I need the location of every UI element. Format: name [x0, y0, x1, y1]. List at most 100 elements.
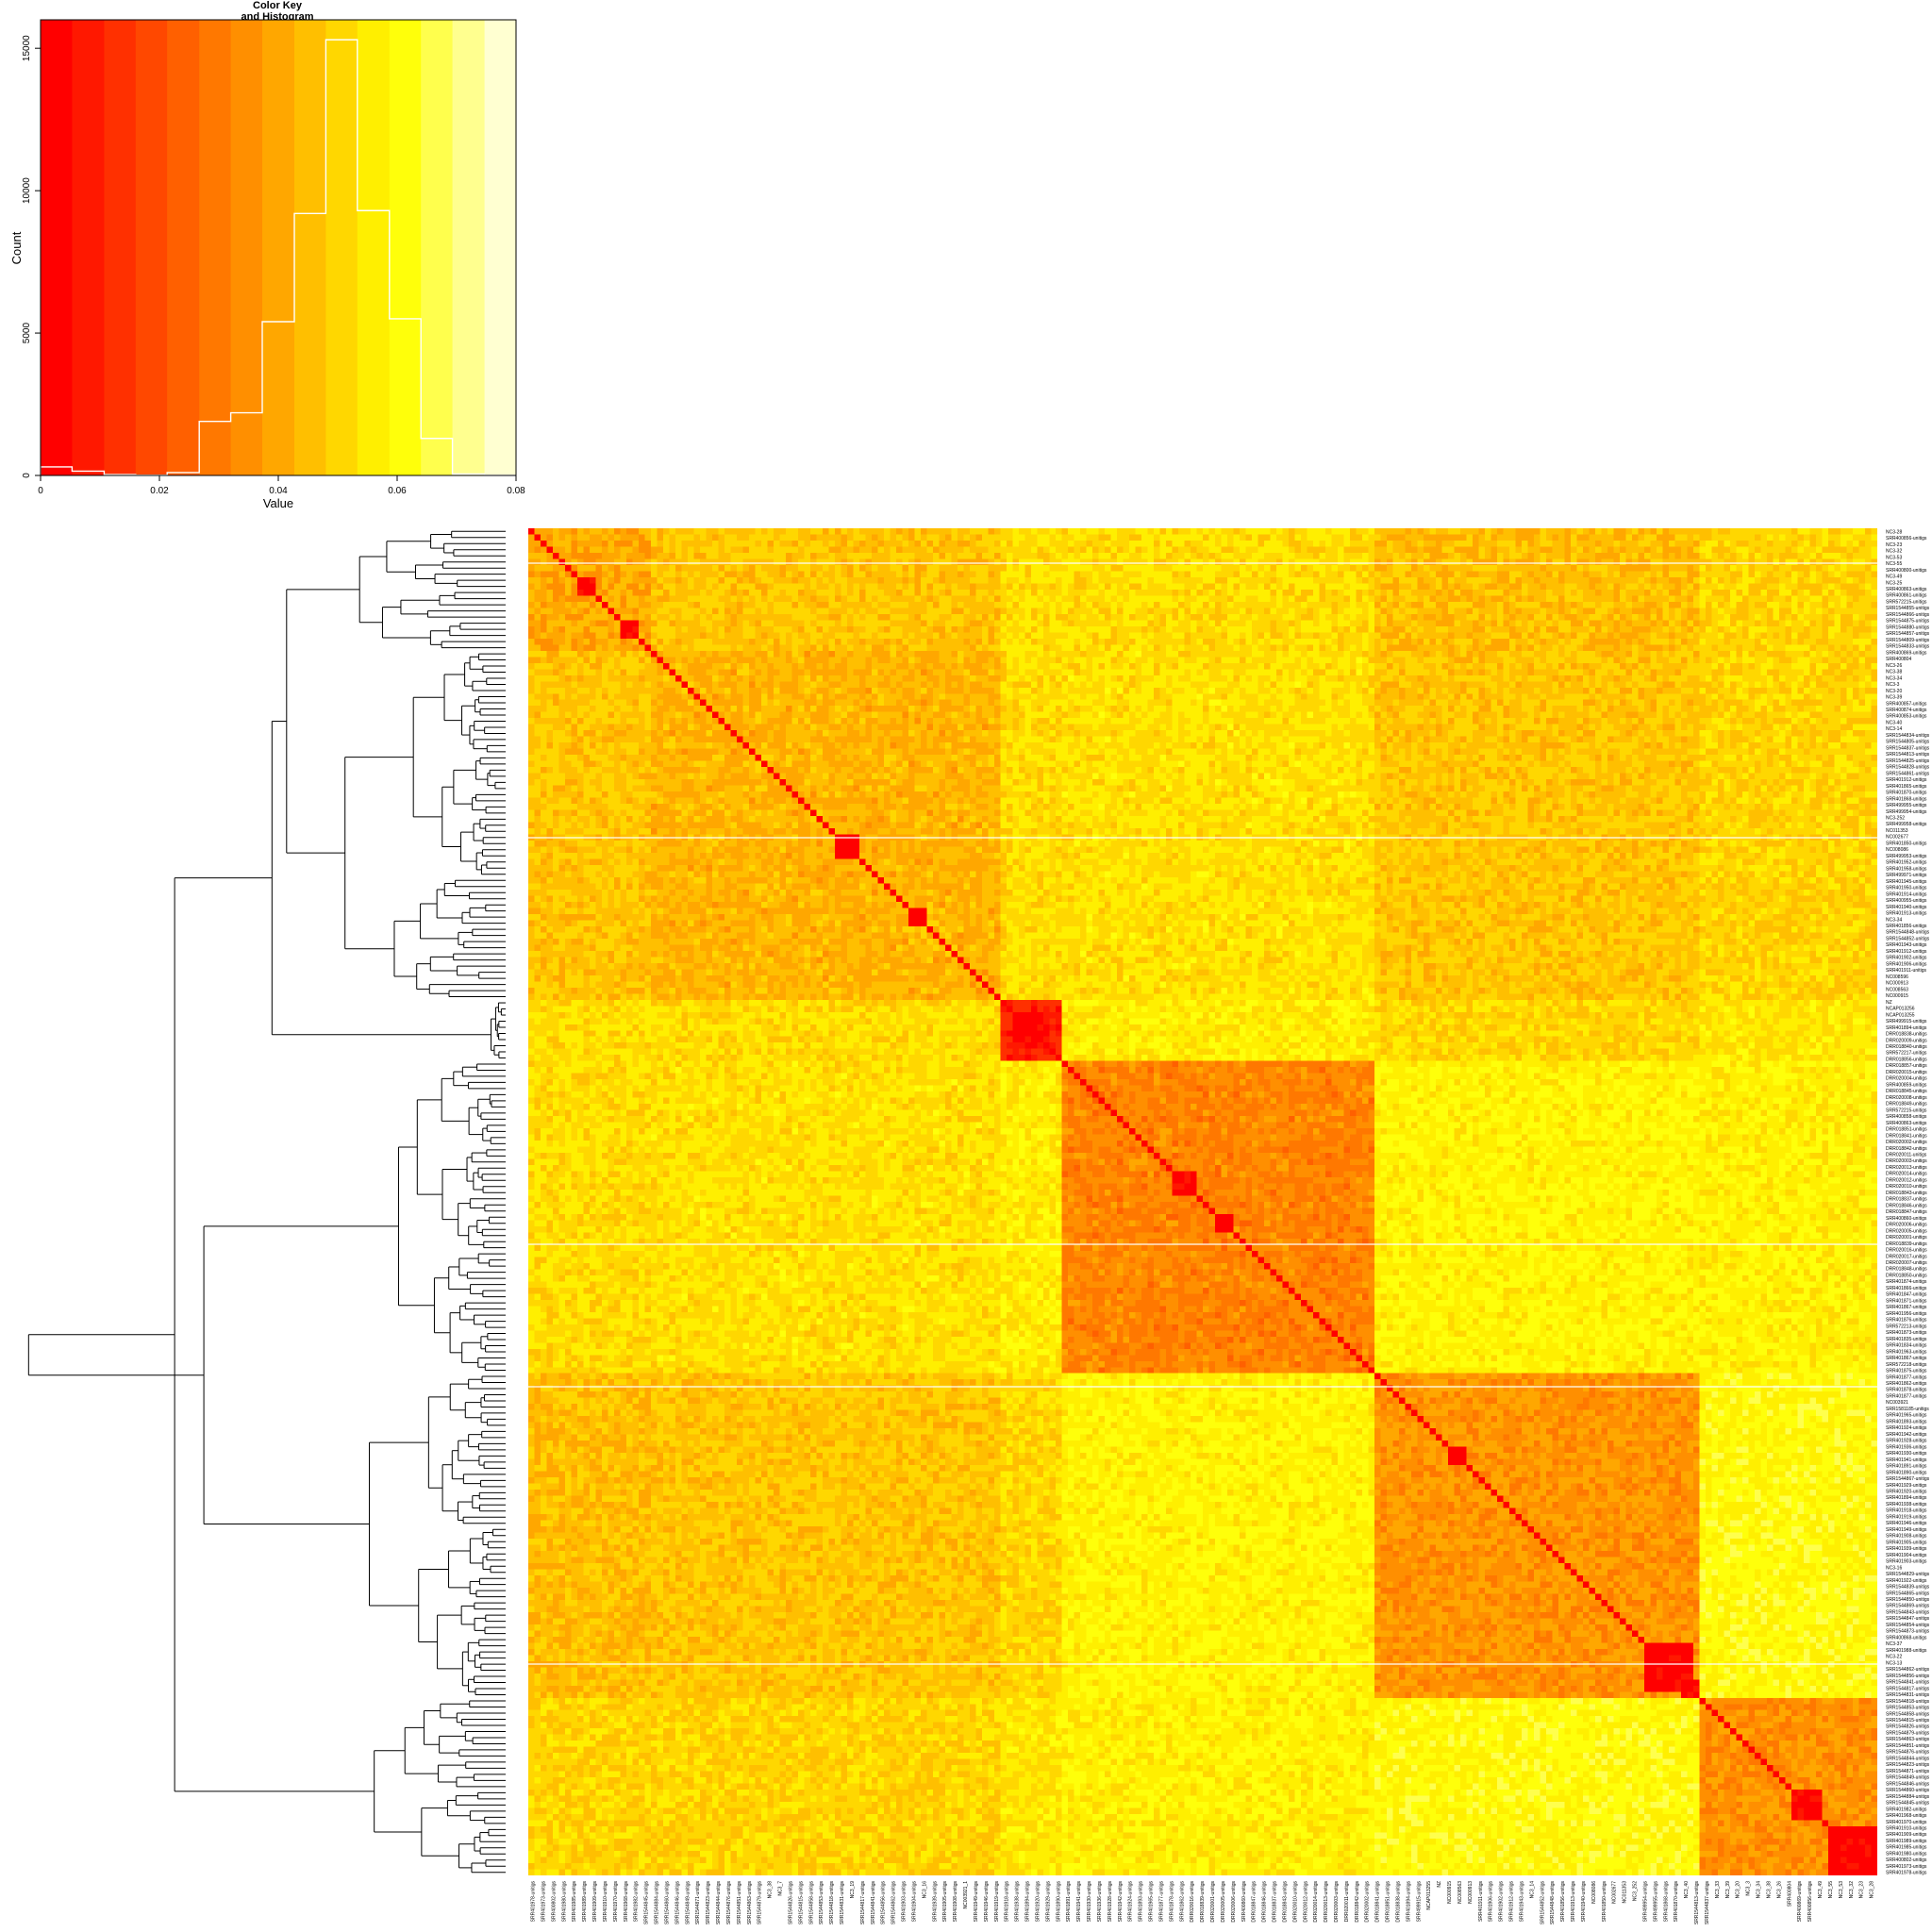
- column-label: SRR401893-unitigs: [1139, 1881, 1144, 1923]
- column-label: NC002677: [1612, 1881, 1618, 1904]
- heatmap-row-labels: NC3-28SRR400856-unitigsNC3-23NC3-32NC3-5…: [1886, 529, 1930, 1875]
- color-key-band-4: [167, 20, 200, 475]
- row-label: NC3-55: [1886, 561, 1902, 567]
- column-label: NC3_16: [922, 1881, 927, 1899]
- column-label: NC000915: [1447, 1881, 1453, 1904]
- row-label: SRR401873-unitigs: [1886, 1330, 1927, 1336]
- row-label: SRR400868-unitigs: [1886, 1635, 1927, 1641]
- column-label: SRR401978-unitigs: [531, 1881, 537, 1923]
- row-label: NZ: [1886, 1000, 1892, 1006]
- column-label: DRR018843-unitigs: [1282, 1881, 1288, 1923]
- row-label: DRR020013-unitigs: [1886, 1165, 1927, 1171]
- color-key-band-0: [41, 20, 73, 475]
- row-label: DRR020015-unitigs: [1886, 1070, 1927, 1075]
- row-label: DRR020008-unitigs: [1886, 1095, 1927, 1101]
- column-label: DRR018838-unitigs: [1395, 1881, 1401, 1923]
- row-label: SRR401877-unitigs: [1886, 1393, 1927, 1399]
- row-label: DRR018847-unitigs: [1886, 1209, 1927, 1215]
- row-label: SRR401938-unitigs: [1886, 1502, 1927, 1507]
- column-label: SRR401968-unitigs: [624, 1881, 629, 1923]
- row-label: SRR401936-unitigs: [1886, 1444, 1927, 1450]
- row-label: DRR018851-unitigs: [1886, 1127, 1927, 1133]
- color-key-band-2: [104, 20, 137, 475]
- column-label: SRR401985-unitigs: [572, 1881, 577, 1923]
- row-label: SRR401949-unitigs: [1886, 1527, 1927, 1533]
- row-label: NC000913: [1886, 981, 1908, 987]
- row-label: SRR1544862-unitigs: [1886, 1667, 1930, 1673]
- row-label: DRR018846-unitigs: [1886, 1203, 1927, 1208]
- row-label: NC3-23: [1886, 542, 1902, 548]
- row-label: SRR401980-unitigs: [1886, 1851, 1927, 1857]
- row-label: SRR572213-unitigs: [1886, 1324, 1927, 1329]
- column-label: DRR020001-unitigs: [1210, 1881, 1216, 1923]
- column-label: SRR401942-unitigs: [1118, 1881, 1124, 1923]
- column-label: NC3_38: [1766, 1881, 1772, 1899]
- row-label: DRR018843-unitigs: [1886, 1191, 1927, 1196]
- color-key-band-6: [230, 20, 263, 475]
- row-label: SRR401890-unitigs: [1886, 1470, 1927, 1475]
- row-label: SRR1544845-unitigs: [1886, 1801, 1930, 1807]
- row-label: SRR401904-unitigs: [1886, 1553, 1927, 1558]
- row-label: DRR020012-unitigs: [1886, 1177, 1927, 1183]
- row-label: NC3-14: [1886, 726, 1902, 732]
- column-label: DRR020014-unitigs: [1313, 1881, 1319, 1923]
- row-label: SRR401920-unitigs: [1886, 1490, 1927, 1495]
- row-label: NC3-32: [1886, 549, 1902, 555]
- column-label: SRR1544817-unitigs: [860, 1881, 866, 1925]
- row-label: SRR401968-unitigs: [1886, 1813, 1927, 1819]
- row-label: SRR400853-unitigs: [1886, 714, 1927, 720]
- column-label: NC008563: [1457, 1881, 1463, 1904]
- column-label: NC3_32: [1849, 1881, 1855, 1899]
- row-label: DRR020003-unitigs: [1886, 1158, 1927, 1164]
- column-label: SRR401973-unitigs: [541, 1881, 546, 1923]
- row-label: DRR018856-unitigs: [1886, 1057, 1927, 1062]
- column-label: DRR020002-unitigs: [1365, 1881, 1371, 1923]
- row-label: DRR020006-unitigs: [1886, 1223, 1927, 1228]
- column-label: SRR1544871-unitigs: [695, 1881, 701, 1925]
- column-label: SRR401904-unitigs: [911, 1881, 917, 1923]
- row-label: SRR1544871-unitigs: [1886, 1769, 1930, 1774]
- row-label: DRR020011-unitigs: [1886, 1153, 1927, 1158]
- row-label: SRR1544818-unitigs: [1886, 1699, 1930, 1705]
- row-label: NCAP013255: [1886, 1012, 1915, 1018]
- column-label: SRR1544851-unitigs: [737, 1881, 742, 1925]
- row-label: SRR401912-unitigs: [1886, 777, 1927, 783]
- heatmap-column-labels: SRR401978-unitigs SRR401973-unitigs SRR400…: [531, 1881, 1875, 1925]
- row-label: NC3-13: [1886, 1660, 1902, 1666]
- column-label: SRR401980-unitigs: [561, 1881, 567, 1923]
- column-label: SRR401850-unitigs: [1602, 1881, 1607, 1923]
- row-label: SRR401958-unitigs: [1886, 866, 1927, 872]
- row-label: SRR401988-unitigs: [1886, 1648, 1927, 1654]
- row-label: NC3-25: [1886, 580, 1902, 586]
- row-label: NC3-37: [1886, 1641, 1902, 1647]
- column-label: SRR400802-unitigs: [551, 1881, 557, 1923]
- row-label: SRR401963-unitigs: [1886, 1349, 1927, 1355]
- row-label: SRR401906-unitigs: [1886, 961, 1927, 967]
- column-label: SRR401894-unitigs: [1025, 1881, 1031, 1923]
- column-label: NCAP013255: [1426, 1881, 1432, 1910]
- row-label: SRR401922-unitigs: [1886, 1578, 1927, 1584]
- row-label: SRR572215-unitigs: [1886, 1108, 1927, 1113]
- row-label: SRR499971-unitigs: [1886, 873, 1927, 878]
- heatmap-matrix: [528, 528, 1877, 1875]
- row-label: SRR1544817-unitigs: [1886, 1686, 1930, 1691]
- row-label: SRR1544848-unitigs: [1886, 930, 1930, 936]
- column-label: SRR400804: [1787, 1881, 1792, 1907]
- column-label: SRR401924-unitigs: [1128, 1881, 1134, 1923]
- row-label: SRR1544856-unitigs: [1886, 1674, 1930, 1679]
- column-label: SRR499955-unitigs: [1653, 1881, 1658, 1923]
- color-key-band-14: [484, 20, 517, 475]
- row-label: SRR401940-unitigs: [1886, 905, 1927, 910]
- column-label: SRR400860-unitigs: [1241, 1881, 1247, 1923]
- row-label: SRR499958-unitigs: [1886, 822, 1927, 827]
- row-label: SRR400863-unitigs: [1886, 587, 1927, 592]
- color-key-histogram: Color Key and Histogram 0 0.02 0.04 0.06 0.0…: [9, 0, 525, 510]
- row-label: DRR018839-unitigs: [1886, 1241, 1927, 1247]
- row-label: SRR401893-unitigs: [1886, 1419, 1927, 1424]
- row-label: DRR018849-unitigs: [1886, 1102, 1927, 1108]
- column-label: NC3_34: [1757, 1881, 1762, 1899]
- column-label: SRR401905-unitigs: [942, 1881, 948, 1923]
- row-label: NC3-16: [1886, 1565, 1902, 1571]
- row-label: SRR1544880-unitigs: [1886, 625, 1930, 630]
- color-key-band-11: [389, 20, 422, 475]
